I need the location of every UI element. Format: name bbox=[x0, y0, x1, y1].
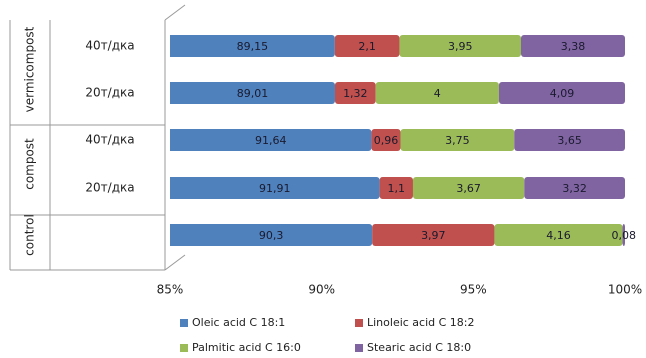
value-label: 3,75 bbox=[445, 134, 470, 147]
value-label: 0,08 bbox=[612, 229, 637, 242]
legend-swatch bbox=[180, 319, 188, 327]
bar-segment bbox=[170, 82, 335, 104]
x-tick-label: 100% bbox=[608, 283, 642, 297]
value-label: 3,32 bbox=[562, 182, 587, 195]
bar-segment bbox=[399, 35, 521, 57]
bar-segment bbox=[371, 129, 401, 151]
legend-swatch bbox=[355, 319, 363, 327]
group-label: control bbox=[23, 214, 37, 256]
value-label: 3,67 bbox=[456, 182, 481, 195]
value-label: 4 bbox=[434, 87, 441, 100]
value-label: 3,97 bbox=[421, 229, 446, 242]
x-tick-label: 90% bbox=[308, 283, 335, 297]
plot-area bbox=[170, 35, 625, 246]
group-label: compost bbox=[23, 138, 37, 190]
bar-segment bbox=[375, 82, 499, 104]
bar-segment bbox=[412, 177, 525, 199]
legend-swatch bbox=[180, 344, 188, 352]
category-frame bbox=[9, 4, 186, 271]
value-label: 91,91 bbox=[259, 182, 291, 195]
x-tick-label: 95% bbox=[460, 283, 487, 297]
legend-swatch bbox=[355, 344, 363, 352]
value-label: 89,01 bbox=[237, 87, 269, 100]
category-label: 20т/дка bbox=[85, 86, 134, 100]
bar-segment bbox=[334, 35, 400, 57]
category-label: 20т/дка bbox=[85, 181, 134, 195]
value-label: 2,1 bbox=[358, 40, 376, 53]
category-label: 40т/дка bbox=[85, 39, 134, 53]
bar-segment bbox=[524, 177, 625, 199]
bar-segment bbox=[494, 224, 623, 246]
bar-segment bbox=[170, 129, 372, 151]
group-label: vermicompost bbox=[23, 26, 37, 112]
legend-label: Stearic acid C 18:0 bbox=[367, 341, 471, 354]
value-label: 4,16 bbox=[546, 229, 571, 242]
bar-segment bbox=[372, 224, 495, 246]
value-label: 91,64 bbox=[255, 134, 287, 147]
bar-segment bbox=[400, 129, 515, 151]
value-label: 90,3 bbox=[259, 229, 284, 242]
bar-segment bbox=[514, 129, 625, 151]
value-label: 0,96 bbox=[374, 134, 399, 147]
legend-label: Oleic acid C 18:1 bbox=[192, 316, 285, 329]
legend-label: Linoleic acid C 18:2 bbox=[367, 316, 475, 329]
value-label: 3,65 bbox=[557, 134, 582, 147]
value-label: 3,95 bbox=[448, 40, 473, 53]
value-label: 1,1 bbox=[388, 182, 406, 195]
bar-segment bbox=[379, 177, 413, 199]
value-label: 4,09 bbox=[550, 87, 575, 100]
value-label: 1,32 bbox=[343, 87, 368, 100]
value-label: 89,15 bbox=[237, 40, 269, 53]
value-label: 3,38 bbox=[561, 40, 586, 53]
legend-label: Palmitic acid C 16:0 bbox=[192, 341, 301, 354]
bar-segment bbox=[334, 82, 376, 104]
bar-segment bbox=[520, 35, 625, 57]
bar-segment bbox=[498, 82, 625, 104]
bar-segment bbox=[170, 35, 335, 57]
bar-segment bbox=[622, 224, 625, 246]
bar-segment bbox=[170, 177, 380, 199]
category-label: 40т/дка bbox=[85, 133, 134, 147]
x-tick-label: 85% bbox=[157, 283, 184, 297]
bar-segment bbox=[170, 224, 373, 246]
